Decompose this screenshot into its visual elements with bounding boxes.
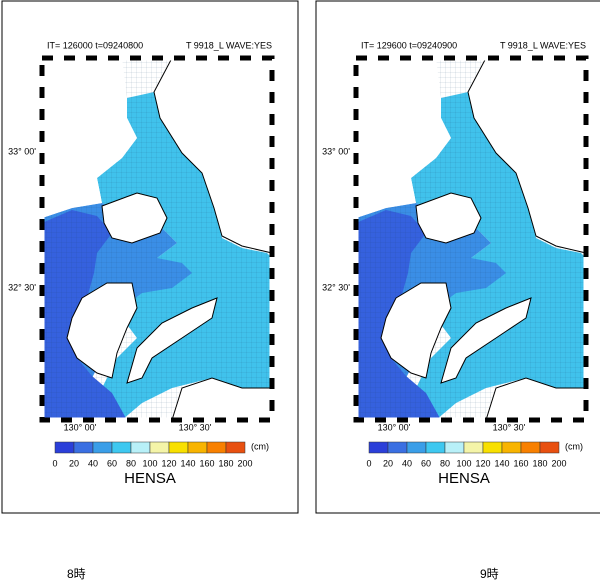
lon-label: 130° 00' bbox=[64, 422, 97, 432]
colorbar-bin bbox=[539, 441, 560, 454]
lat-label: 32° 30' bbox=[322, 282, 350, 292]
colorbar-bin bbox=[463, 441, 484, 454]
colorbar-tick: 160 bbox=[199, 458, 214, 468]
colorbar-tick: 180 bbox=[218, 458, 233, 468]
colorbar-tick: 20 bbox=[383, 458, 393, 468]
colorbar-tick: 200 bbox=[237, 458, 252, 468]
colorbar-bin bbox=[54, 441, 75, 454]
colorbar-tick: 120 bbox=[475, 458, 490, 468]
colorbar-tick: 60 bbox=[107, 458, 117, 468]
colorbar-bin bbox=[149, 441, 170, 454]
colorbar-bin bbox=[520, 441, 541, 454]
colorbar-tick: 120 bbox=[161, 458, 176, 468]
colorbar-tick: 140 bbox=[180, 458, 195, 468]
frame-black bbox=[39, 55, 275, 423]
lat-label: 32° 30' bbox=[8, 282, 36, 292]
colorbar-bin bbox=[130, 441, 151, 454]
colorbar-tick: 40 bbox=[402, 458, 412, 468]
colorbar-bin bbox=[73, 441, 94, 454]
lon-label: 130° 30' bbox=[179, 422, 212, 432]
header-left: IT= 126000 t=09240800 bbox=[47, 40, 143, 50]
colorbar-tick: 80 bbox=[126, 458, 136, 468]
colorbar-bin bbox=[387, 441, 408, 454]
colorbar-label: HENSA bbox=[438, 470, 490, 487]
colorbar-tick: 100 bbox=[456, 458, 471, 468]
colorbar-unit: (cm) bbox=[565, 441, 583, 451]
colorbar-tick: 0 bbox=[52, 458, 57, 468]
colorbar-label: HENSA bbox=[124, 470, 176, 487]
colorbar-tick: 60 bbox=[421, 458, 431, 468]
colorbar-bin bbox=[482, 441, 503, 454]
panel-border bbox=[1, 0, 299, 514]
map-view bbox=[355, 57, 587, 421]
map-view bbox=[41, 57, 273, 421]
colorbar-tick: 180 bbox=[532, 458, 547, 468]
caption: 8時 bbox=[67, 567, 86, 581]
header-right: T 9918_L WAVE:YES bbox=[186, 40, 272, 50]
colorbar-bin bbox=[444, 441, 465, 454]
colorbar-bin bbox=[92, 441, 113, 454]
colorbar-bin bbox=[187, 441, 208, 454]
panel-border bbox=[315, 0, 600, 514]
colorbar-unit: (cm) bbox=[251, 441, 269, 451]
colorbar-bin bbox=[425, 441, 446, 454]
lat-label: 33° 00' bbox=[322, 146, 350, 156]
colorbar-bin bbox=[168, 441, 189, 454]
header-left: IT= 129600 t=09240900 bbox=[361, 40, 457, 50]
header-right: T 9918_L WAVE:YES bbox=[500, 40, 586, 50]
colorbar-tick: 0 bbox=[366, 458, 371, 468]
colorbar-bin bbox=[406, 441, 427, 454]
colorbar-tick: 140 bbox=[494, 458, 509, 468]
colorbar-bin bbox=[225, 441, 246, 454]
colorbar-tick: 160 bbox=[513, 458, 528, 468]
lon-label: 130° 00' bbox=[378, 422, 411, 432]
colorbar-tick: 100 bbox=[142, 458, 157, 468]
colorbar-bin bbox=[206, 441, 227, 454]
colorbar-bin bbox=[111, 441, 132, 454]
colorbar-bin bbox=[368, 441, 389, 454]
colorbar-bin bbox=[501, 441, 522, 454]
frame-black bbox=[353, 55, 589, 423]
lon-label: 130° 30' bbox=[493, 422, 526, 432]
colorbar-tick: 80 bbox=[440, 458, 450, 468]
caption: 9時 bbox=[480, 567, 499, 581]
colorbar-tick: 200 bbox=[551, 458, 566, 468]
colorbar-tick: 40 bbox=[88, 458, 98, 468]
lat-label: 33° 00' bbox=[8, 146, 36, 156]
colorbar-tick: 20 bbox=[69, 458, 79, 468]
